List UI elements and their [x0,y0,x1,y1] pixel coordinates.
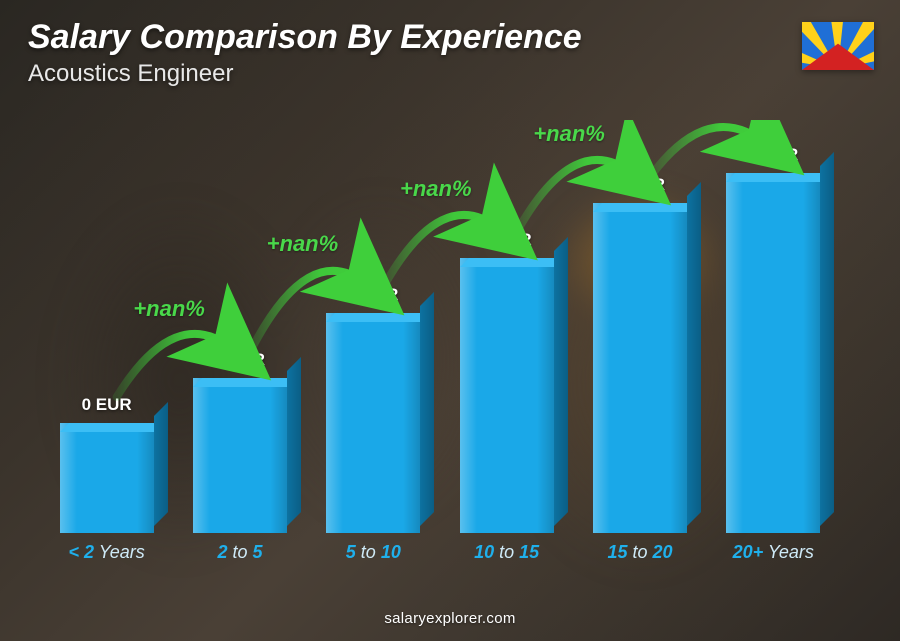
chart-area: 0 EUR 0 EUR 0 EUR 0 EUR [40,120,840,561]
bar [326,313,420,533]
bar-value-label: 0 EUR [348,285,398,305]
chart-subtitle: Acoustics Engineer [28,60,233,88]
bar-slot: 0 EUR [40,395,173,533]
flag-icon [802,22,874,70]
bar-value-label: 0 EUR [615,175,665,195]
bar-value-label: 0 EUR [215,350,265,370]
bar [60,423,154,533]
x-axis-label: 20+ Years [707,542,840,563]
bar [193,378,287,533]
bar-slot: 0 EUR [440,230,573,533]
bar-slot: 0 EUR [707,145,840,533]
bar [726,173,820,533]
bar-slot: 0 EUR [173,350,306,533]
x-axis-label: 2 to 5 [173,542,306,563]
bar-value-label: 0 EUR [82,395,132,415]
bar-value-label: 0 EUR [748,145,798,165]
bar [460,258,554,533]
bars-container: 0 EUR 0 EUR 0 EUR 0 EUR [40,133,840,533]
x-axis-labels: < 2 Years2 to 55 to 1010 to 1515 to 2020… [40,542,840,563]
x-axis-label: < 2 Years [40,542,173,563]
bar-slot: 0 EUR [573,175,706,533]
chart-title: Salary Comparison By Experience [28,18,582,57]
footer-credit: salaryexplorer.com [0,610,900,627]
chart-canvas: Salary Comparison By Experience Acoustic… [0,0,900,641]
x-axis-label: 10 to 15 [440,542,573,563]
bar [593,203,687,533]
bar-slot: 0 EUR [307,285,440,533]
bar-value-label: 0 EUR [482,230,532,250]
x-axis-label: 5 to 10 [307,542,440,563]
x-axis-label: 15 to 20 [573,542,706,563]
